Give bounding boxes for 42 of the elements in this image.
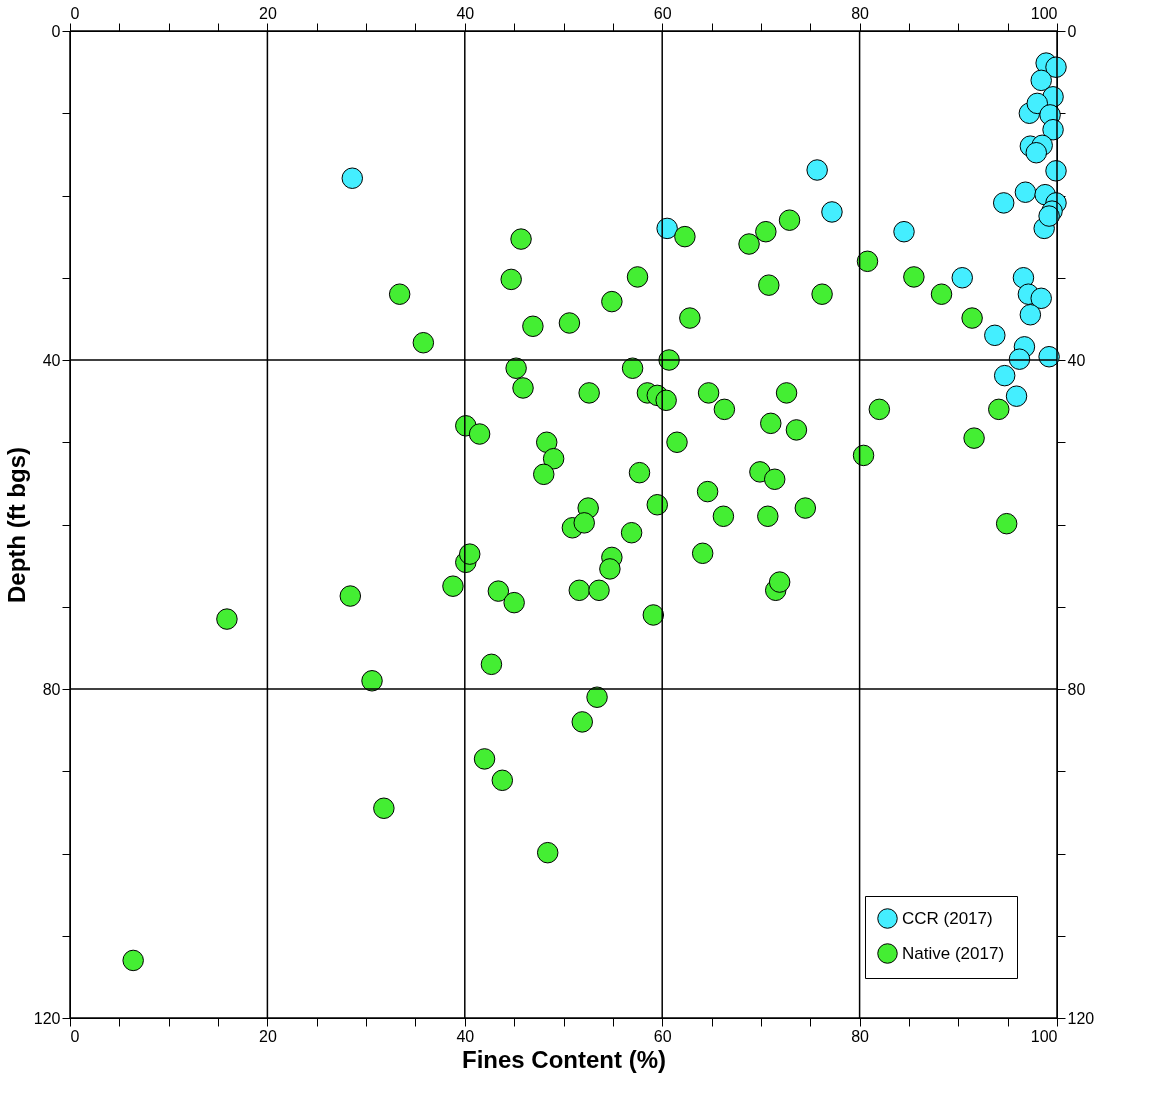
point [1038, 205, 1060, 227]
point [1005, 385, 1028, 407]
point [821, 201, 843, 223]
x-axis-title: Fines Content (%) [462, 1045, 666, 1073]
x2-tick-label: 0 [70, 4, 80, 22]
y2-tick-label: 80 [1067, 680, 1086, 698]
point [806, 159, 828, 181]
x2-tick-label: 40 [456, 4, 475, 22]
x2-tick-label: 20 [259, 4, 277, 22]
y-axis-title: Depth (ft bgs) [2, 447, 30, 603]
point [951, 267, 973, 289]
point [1045, 160, 1067, 182]
x2-tick-label: 60 [653, 4, 672, 22]
x-tick-label: 0 [70, 1027, 80, 1045]
x2-tick-label: 80 [851, 4, 870, 22]
y-tick-label: 120 [33, 1009, 61, 1027]
point [1025, 142, 1048, 164]
point [341, 167, 364, 189]
point [1019, 304, 1042, 326]
y-tick-label: 0 [51, 22, 61, 40]
point [993, 364, 1016, 387]
y2-tick-label: 120 [1067, 1009, 1095, 1027]
x-tick-label: 20 [259, 1027, 277, 1045]
x-tick-label: 60 [653, 1027, 672, 1045]
point [1030, 287, 1052, 310]
x-tick-label: 80 [851, 1027, 870, 1045]
legend-label: Native (2017) [902, 943, 1005, 963]
y-tick-label: 40 [42, 351, 61, 369]
legend-label: CCR (2017) [902, 908, 993, 928]
point [1012, 267, 1035, 289]
x2-tick-label: 100 [1030, 4, 1058, 22]
point [1008, 348, 1031, 370]
y2-tick-label: 0 [1067, 22, 1077, 40]
point [1030, 69, 1052, 92]
point [893, 220, 915, 243]
point [992, 192, 1015, 214]
point [984, 324, 1006, 347]
point [1014, 181, 1037, 203]
x-tick-label: 40 [456, 1027, 475, 1045]
x-tick-label: 100 [1030, 1027, 1058, 1045]
y-tick-label: 80 [42, 680, 61, 698]
y2-tick-label: 40 [1067, 351, 1086, 369]
